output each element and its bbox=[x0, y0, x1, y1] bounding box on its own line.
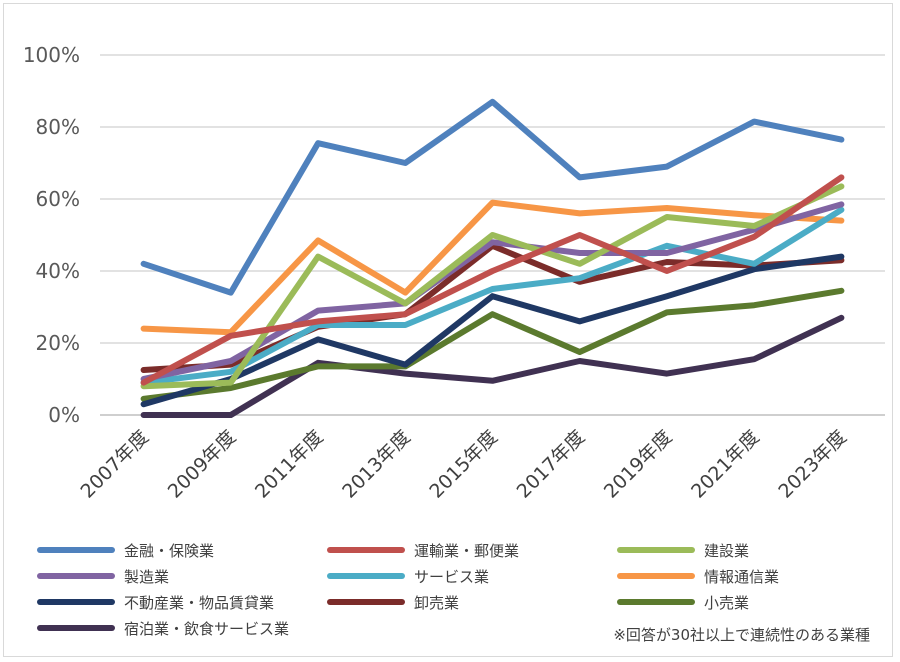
series-line bbox=[140, 199, 845, 336]
x-tick-label: 2015年度 bbox=[425, 426, 502, 503]
series-line bbox=[140, 314, 845, 418]
legend-item: 小売業 bbox=[617, 594, 749, 612]
legend-item: 運輸業・郵便業 bbox=[327, 542, 519, 560]
legend-item: 金融・保険業 bbox=[37, 542, 214, 560]
series-line bbox=[140, 98, 845, 296]
legend-label: 金融・保険業 bbox=[124, 542, 214, 560]
x-tick-label: 2009年度 bbox=[164, 426, 241, 503]
series-line bbox=[140, 206, 845, 386]
legend-label: サービス業 bbox=[414, 568, 489, 586]
y-tick-label: 40% bbox=[36, 259, 80, 283]
legend-item: 宿泊業・飲食サービス業 bbox=[37, 620, 289, 638]
y-tick-label: 0% bbox=[48, 403, 80, 427]
legend-label: 宿泊業・飲食サービス業 bbox=[124, 620, 289, 638]
series-line bbox=[140, 183, 845, 390]
legend-item: サービス業 bbox=[327, 568, 489, 586]
series-line bbox=[140, 253, 845, 408]
legend-label: 製造業 bbox=[124, 568, 169, 586]
y-tick-label: 20% bbox=[36, 331, 80, 355]
chart-note: ※回答が30社以上で連続性のある業種 bbox=[613, 626, 870, 644]
legend-item: 不動産業・物品賃貸業 bbox=[37, 594, 274, 612]
y-tick-label: 100% bbox=[23, 43, 80, 67]
series-line bbox=[140, 287, 845, 402]
x-tick-label: 2017年度 bbox=[513, 426, 590, 503]
legend-label: 情報通信業 bbox=[704, 568, 779, 586]
legend-label: 卸売業 bbox=[414, 594, 459, 612]
y-tick-label: 80% bbox=[36, 115, 80, 139]
x-tick-label: 2013年度 bbox=[338, 426, 415, 503]
x-tick-label: 2019年度 bbox=[600, 426, 677, 503]
x-tick-label: 2007年度 bbox=[77, 426, 154, 503]
x-axis-ticks: 2007年度 2009年度 2011年度 2013年度 2015年度 2017年度 2019… bbox=[77, 426, 851, 503]
x-tick-label: 2011年度 bbox=[251, 426, 328, 503]
legend-label: 建設業 bbox=[704, 542, 749, 560]
x-tick-label: 2021年度 bbox=[687, 426, 764, 503]
legend-item: 卸売業 bbox=[327, 594, 459, 612]
x-tick-label: 2023年度 bbox=[774, 426, 851, 503]
legend-item: 情報通信業 bbox=[617, 568, 779, 586]
legend-label: 運輸業・郵便業 bbox=[414, 542, 519, 560]
legend-item: 建設業 bbox=[617, 542, 749, 560]
series-line bbox=[140, 174, 845, 386]
series-lines bbox=[140, 98, 845, 418]
legend-label: 小売業 bbox=[704, 594, 749, 612]
legend-item: 製造業 bbox=[37, 568, 169, 586]
y-tick-label: 60% bbox=[36, 187, 80, 211]
legend-label: 不動産業・物品賃貸業 bbox=[124, 594, 274, 612]
y-axis-ticks: 0% 20% 40% 60% 80% 100% bbox=[23, 43, 80, 427]
